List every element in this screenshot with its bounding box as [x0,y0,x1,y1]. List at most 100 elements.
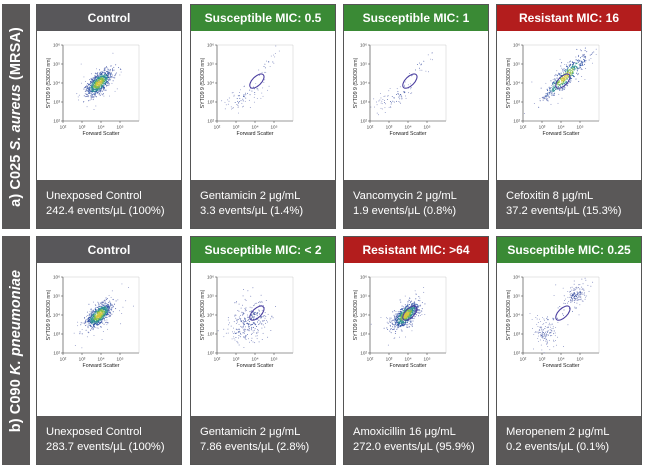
event-dot [576,48,578,50]
event-dot [93,311,96,313]
event-dot [410,308,412,310]
event-dot [245,308,247,310]
event-dot [240,314,242,316]
event-dot [239,328,240,330]
event-dot [95,79,97,81]
event-dot [574,288,576,290]
event-dot [544,334,546,336]
event-dot [90,84,93,86]
event-dot [97,315,99,317]
event-dot [578,284,580,286]
event-dot [256,314,258,316]
event-dot [569,68,571,71]
event-dot [102,82,104,85]
event-dot [398,313,400,315]
panel-caption: Cefoxitin 8 μg/mL 37.2 events/μL (15.3%) [497,180,641,228]
event-dot [243,94,245,96]
event-dot [95,322,98,324]
event-dot [245,94,247,96]
event-cloud [76,52,122,111]
event-dot [420,312,422,314]
event-dot [245,338,247,340]
event-dot [88,86,90,88]
event-dot [90,318,92,320]
caption-treatment: Gentamicin 2 μg/mL [200,426,301,438]
event-dot [580,64,582,66]
event-dot [400,319,402,320]
event-dot [564,89,566,90]
event-dot [261,316,263,318]
event-dot [567,290,569,292]
event-dot [581,63,583,66]
event-dot [573,293,575,295]
event-dot [237,309,239,311]
event-dot [581,288,583,290]
event-dot [384,107,386,109]
caption-event-count: 272.0 events/μL (95.9%) [353,441,475,453]
event-dot [400,329,402,331]
event-dot [573,296,575,298]
event-dot [410,313,412,315]
event-dot [98,312,100,314]
event-dot [251,332,253,334]
x-axis-label: Forward Scatter [83,363,120,369]
y-tick-label: 10² [207,351,214,356]
event-dot [595,54,597,55]
event-dot [242,314,244,316]
event-dot [94,315,96,317]
event-dot [573,65,575,67]
event-dot [101,320,103,322]
event-dot [263,81,265,83]
event-dot [89,329,92,331]
event-dot [89,95,91,97]
event-dot [390,103,392,105]
event-dot [86,321,88,323]
event-dot [86,106,88,108]
caption-event-count: 3.3 events/μL (1.4%) [200,205,304,217]
event-dot [114,303,115,305]
event-dot [97,317,99,319]
caption-treatment: Meropenem 2 μg/mL [506,426,610,438]
event-dot [227,99,229,101]
plot-panel-b-3: Resistant MIC: >64 10² 10³ 10⁴ 10⁵ 10² 10³ 10⁴ 1… [343,236,489,465]
event-dot [257,89,259,91]
event-dot [565,76,567,78]
event-dot [549,87,551,89]
event-dot [579,291,581,293]
event-dot [388,106,390,108]
event-dot [423,287,425,288]
event-dot [111,77,112,79]
event-dot [265,322,267,324]
event-dot [77,325,79,327]
event-dot [99,319,101,321]
event-dot [92,329,94,331]
event-dot [396,88,398,90]
x-tick-label: 10² [520,125,527,130]
event-dot [546,89,549,92]
event-dot [581,278,583,280]
event-dot [574,307,576,309]
event-dot [262,324,264,326]
event-dot [102,78,104,80]
event-dot [571,286,573,288]
event-dot [258,69,260,71]
event-dot [554,79,556,81]
event-dot [553,346,555,348]
event-dot [393,319,395,321]
event-dot [92,327,94,330]
event-dot [95,318,97,320]
event-dot [236,340,238,342]
x-axis-label: Forward Scatter [390,363,427,369]
event-dot [101,311,104,313]
event-dot [542,332,544,334]
event-dot [419,62,421,64]
event-dot [404,323,406,325]
event-dot [552,319,554,321]
event-dot [579,284,581,286]
event-dot [110,73,112,75]
event-dot [95,73,97,75]
event-dot [271,316,273,318]
event-dot [401,320,403,322]
event-dot [577,297,579,298]
event-dot [574,65,576,67]
